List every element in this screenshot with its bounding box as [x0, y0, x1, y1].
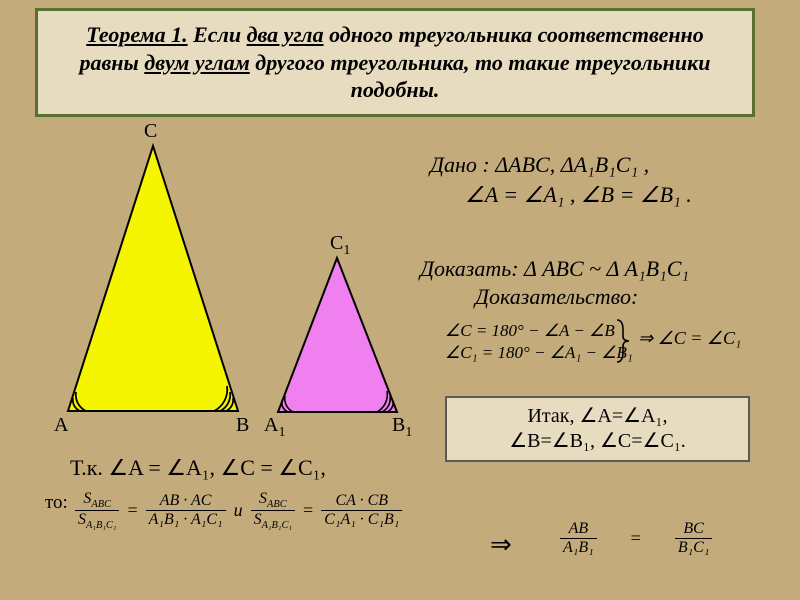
proof-equations: ∠C = 180° − ∠A − ∠B ∠C₁ = 180° − ∠A₁ − ∠… [445, 320, 633, 364]
frac-ab: AB · AC A₁B₁ · A₁C₁ [146, 492, 226, 529]
prove-line2: Доказательство: [475, 283, 689, 311]
prove-line1: Доказать: Δ ABC ~ Δ A₁B₁C₁ [420, 255, 689, 283]
frac-s1: SABC SA₁B₁C₁ [75, 490, 119, 531]
theorem-part1: Если [193, 22, 246, 47]
frac-ca: CA · CB C₁A₁ · C₁B₁ [321, 492, 402, 529]
theorem-u1: два угла [247, 22, 324, 47]
theorem-box: Теорема 1. Если два угла одного треуголь… [35, 8, 755, 117]
prove-block: Доказать: Δ ABC ~ Δ A₁B₁C₁ Доказательств… [420, 255, 689, 310]
label-b: B [236, 414, 249, 437]
label-c: C [144, 120, 157, 143]
theorem-u2: двум углам [144, 50, 250, 75]
since-line: Т.к. ∠A = ∠A₁, ∠C = ∠C₁, [70, 455, 326, 481]
triangle-small-shape [270, 250, 405, 420]
label-a1: A1 [264, 414, 285, 441]
ratio-equation-2: AB A₁B₁ = BC B₁C₁ [560, 520, 712, 557]
proof-conclusion: ⇒ ∠C = ∠C₁ [638, 328, 741, 349]
ratio-equation-1: SABC SA₁B₁C₁ = AB · AC A₁B₁ · A₁C₁ и SAB… [75, 490, 402, 531]
label-b1: B1 [392, 414, 412, 441]
result-line1: Итак, ∠A=∠A₁, [457, 404, 738, 429]
triangle-big: C A B [58, 136, 248, 421]
frac-s2: SABC SA₁B₁C₁ [251, 490, 295, 531]
given-line2: ∠A = ∠A₁ , ∠B = ∠B₁ . [465, 180, 692, 210]
brace-icon [615, 318, 630, 364]
given-line1: Дано : ΔABC, ΔA₁B₁C₁ , [430, 150, 692, 180]
label-a: A [54, 414, 68, 437]
theorem-part3: другого треугольника, то такие треугольн… [255, 50, 710, 103]
frac-ab2: AB A₁B₁ [560, 520, 597, 557]
theorem-label: Теорема 1. [86, 22, 187, 47]
result-box: Итак, ∠A=∠A₁, ∠B=∠B₁, ∠C=∠C₁. [445, 396, 750, 462]
proof-l2: ∠C₁ = 180° − ∠A₁ − ∠B₁ [445, 342, 633, 364]
triangle-big-shape [58, 136, 248, 421]
given-block: Дано : ΔABC, ΔA₁B₁C₁ , ∠A = ∠A₁ , ∠B = ∠… [430, 150, 692, 209]
triangle-small: C1 A1 B1 [270, 250, 405, 420]
proof-l1: ∠C = 180° − ∠A − ∠B [445, 320, 633, 342]
implies-arrow: ⇒ [490, 530, 512, 560]
since-to: то: [45, 492, 68, 514]
result-line2: ∠B=∠B₁, ∠C=∠C₁. [457, 429, 738, 454]
label-c1: C1 [330, 232, 350, 259]
frac-bc2: BC B₁C₁ [675, 520, 713, 557]
